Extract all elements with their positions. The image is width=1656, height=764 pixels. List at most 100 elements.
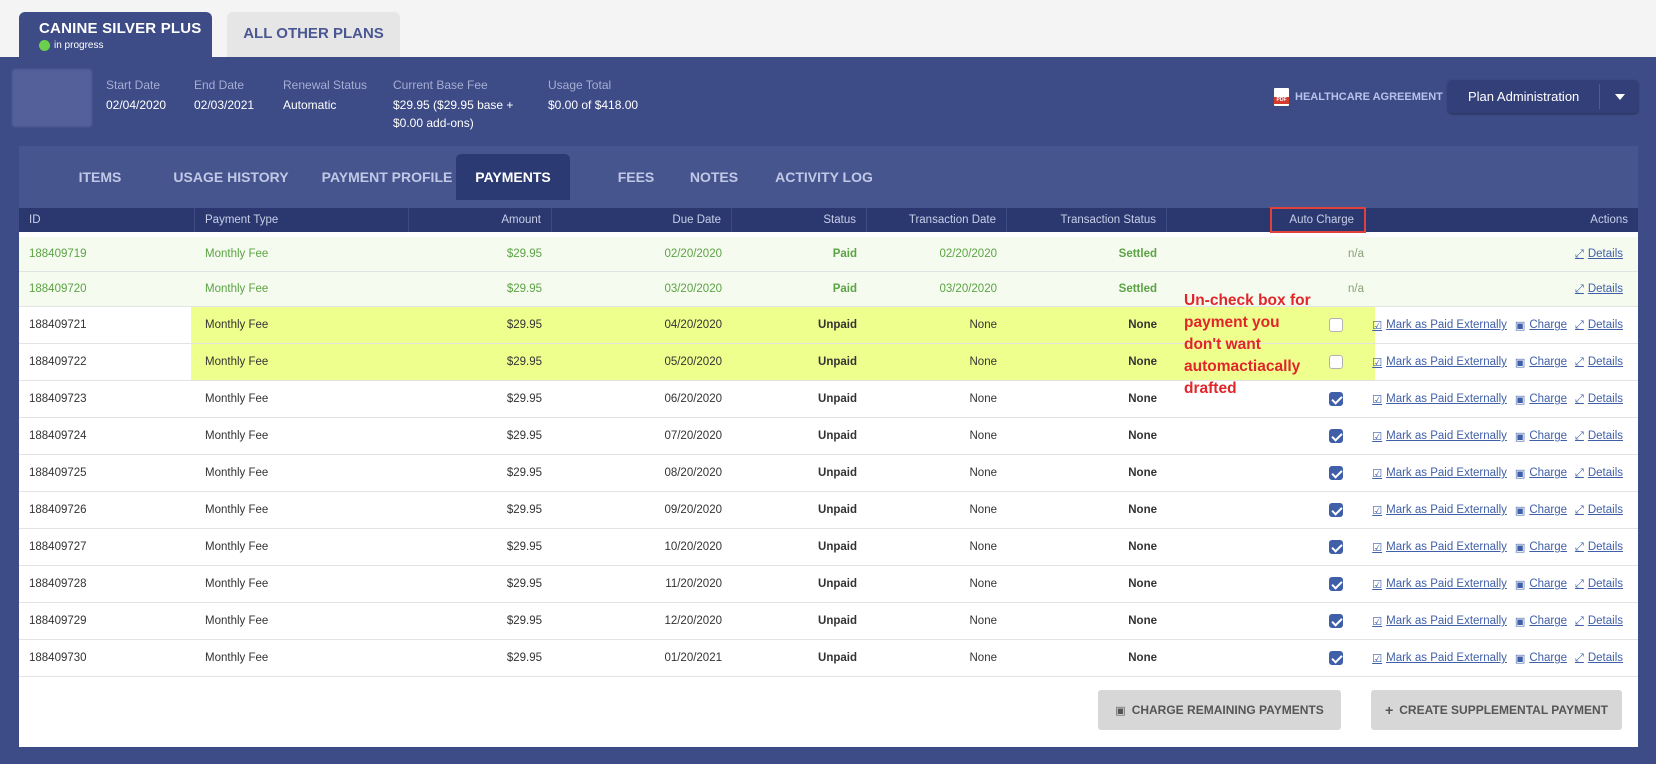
details-link[interactable]: ⤢ Details bbox=[1575, 430, 1623, 443]
payment-type: Monthly Fee bbox=[205, 356, 269, 368]
auto-charge-checkbox[interactable] bbox=[1329, 355, 1343, 369]
tab-usage-history[interactable]: USAGE HISTORY bbox=[173, 169, 289, 185]
end-date-value: 02/03/2021 bbox=[194, 98, 255, 112]
table-row: 188409720 Monthly Fee $29.95 03/20/2020 Paid… bbox=[19, 272, 1638, 307]
mark-paid-externally-link[interactable]: ☑ Mark as Paid Externally bbox=[1372, 541, 1507, 554]
healthcare-agreement-link[interactable]: HEALTHCARE AGREEMENT bbox=[1274, 88, 1443, 106]
charge-link[interactable]: ▣ Charge bbox=[1515, 504, 1567, 517]
details-link[interactable]: ⤢ Details bbox=[1575, 652, 1623, 665]
tab-payments[interactable]: PAYMENTS bbox=[456, 154, 570, 200]
details-link[interactable]: ⤢ Details bbox=[1575, 356, 1623, 369]
auto-charge-checkbox[interactable] bbox=[1329, 392, 1343, 406]
details-link[interactable]: ⤢ Details bbox=[1575, 467, 1623, 480]
charge-link[interactable]: ▣ Charge bbox=[1515, 541, 1567, 554]
col-amount[interactable]: Amount bbox=[409, 208, 552, 232]
expand-icon: ⤢ bbox=[1575, 540, 1584, 553]
tab-canine-silver-plus[interactable]: CANINE SILVER PLUS in progress bbox=[19, 12, 212, 57]
col-status[interactable]: Status bbox=[732, 208, 867, 232]
col-payment-type[interactable]: Payment Type bbox=[195, 208, 409, 232]
auto-charge-checkbox[interactable] bbox=[1329, 651, 1343, 665]
charge-link[interactable]: ▣ Charge bbox=[1515, 615, 1567, 628]
mark-paid-externally-link[interactable]: ☑ Mark as Paid Externally bbox=[1372, 652, 1507, 665]
charge-label: Charge bbox=[1529, 615, 1568, 627]
expand-icon: ⤢ bbox=[1575, 651, 1584, 664]
auto-charge-checkbox[interactable] bbox=[1329, 540, 1343, 554]
charge-label: Charge bbox=[1529, 578, 1568, 590]
charge-link[interactable]: ▣ Charge bbox=[1515, 652, 1567, 665]
money-icon: ▣ bbox=[1514, 393, 1526, 406]
tab-items[interactable]: ITEMS bbox=[78, 169, 122, 185]
create-supplemental-payment-button[interactable]: + CREATE SUPPLEMENTAL PAYMENT bbox=[1371, 690, 1622, 730]
row-highlight bbox=[191, 344, 1375, 380]
charge-link[interactable]: ▣ Charge bbox=[1515, 430, 1567, 443]
auto-charge-checkbox[interactable] bbox=[1329, 577, 1343, 591]
tab-payment-profile[interactable]: PAYMENT PROFILE bbox=[321, 169, 453, 185]
payment-amount: $29.95 bbox=[506, 248, 542, 260]
auto-charge-cell bbox=[1329, 418, 1343, 454]
money-icon: ▣ bbox=[1514, 541, 1526, 554]
col-due-date[interactable]: Due Date bbox=[552, 208, 732, 232]
col-transaction-status[interactable]: Transaction Status bbox=[1007, 208, 1167, 232]
check-square-icon: ☑ bbox=[1372, 615, 1383, 628]
payment-amount: $29.95 bbox=[506, 541, 542, 553]
expand-icon: ⤢ bbox=[1575, 392, 1584, 405]
details-link[interactable]: ⤢ Details bbox=[1575, 319, 1623, 332]
details-link[interactable]: ⤢ Details bbox=[1575, 504, 1623, 517]
auto-charge-checkbox[interactable] bbox=[1329, 466, 1343, 480]
annotation-line: drafted bbox=[1184, 380, 1237, 397]
chevron-down-icon[interactable] bbox=[1615, 94, 1625, 100]
charge-link[interactable]: ▣ Charge bbox=[1515, 393, 1567, 406]
details-label: Details bbox=[1587, 393, 1623, 405]
tab-all-other-plans[interactable]: ALL OTHER PLANS bbox=[227, 12, 400, 57]
col-id[interactable]: ID bbox=[19, 208, 195, 232]
charge-label: Charge bbox=[1529, 356, 1568, 368]
charge-remaining-payments-button[interactable]: ▣ CHARGE REMAINING PAYMENTS bbox=[1098, 690, 1341, 730]
details-link[interactable]: ⤢ Details bbox=[1575, 541, 1623, 554]
auto-charge-checkbox[interactable] bbox=[1329, 503, 1343, 517]
payment-amount: $29.95 bbox=[506, 615, 542, 627]
details-link[interactable]: ⤢ Details bbox=[1575, 248, 1623, 261]
details-link[interactable]: ⤢ Details bbox=[1575, 393, 1623, 406]
mark-paid-externally-link[interactable]: ☑ Mark as Paid Externally bbox=[1372, 504, 1507, 517]
table-row: 188409719 Monthly Fee $29.95 02/20/2020 Paid… bbox=[19, 237, 1638, 272]
tab-notes[interactable]: NOTES bbox=[689, 169, 739, 185]
transaction-status: None bbox=[1128, 467, 1157, 479]
check-square-icon: ☑ bbox=[1372, 393, 1383, 406]
plan-administration-button[interactable]: Plan Administration bbox=[1448, 80, 1638, 113]
transaction-date: None bbox=[969, 430, 998, 442]
transaction-date: None bbox=[969, 652, 998, 664]
tab-fees[interactable]: FEES bbox=[617, 169, 655, 185]
charge-link[interactable]: ▣ Charge bbox=[1515, 319, 1567, 332]
money-icon: ▣ bbox=[1514, 615, 1526, 628]
charge-label: Charge bbox=[1529, 467, 1568, 479]
details-label: Details bbox=[1587, 356, 1623, 368]
details-label: Details bbox=[1587, 283, 1623, 295]
row-actions: ☑ Mark as Paid Externally ▣ Charge ⤢ Details bbox=[1364, 492, 1623, 528]
mark-paid-externally-link[interactable]: ☑ Mark as Paid Externally bbox=[1372, 467, 1507, 480]
mark-paid-externally-link[interactable]: ☑ Mark as Paid Externally bbox=[1372, 578, 1507, 591]
details-link[interactable]: ⤢ Details bbox=[1575, 615, 1623, 628]
details-link[interactable]: ⤢ Details bbox=[1575, 283, 1623, 296]
annotation-line: Un-check box for bbox=[1184, 292, 1311, 309]
auto-charge-checkbox[interactable] bbox=[1329, 429, 1343, 443]
transaction-date: 03/20/2020 bbox=[939, 283, 997, 295]
charge-link[interactable]: ▣ Charge bbox=[1515, 356, 1567, 369]
charge-link[interactable]: ▣ Charge bbox=[1515, 467, 1567, 480]
details-link[interactable]: ⤢ Details bbox=[1575, 578, 1623, 591]
transaction-status: None bbox=[1128, 430, 1157, 442]
mark-paid-externally-link[interactable]: ☑ Mark as Paid Externally bbox=[1372, 430, 1507, 443]
mark-paid-externally-link[interactable]: ☑ Mark as Paid Externally bbox=[1372, 319, 1507, 332]
charge-link[interactable]: ▣ Charge bbox=[1515, 578, 1567, 591]
row-actions: ☑ Mark as Paid Externally ▣ Charge ⤢ Details bbox=[1364, 640, 1623, 676]
mark-paid-externally-link[interactable]: ☑ Mark as Paid Externally bbox=[1372, 615, 1507, 628]
table-row: 188409721 Monthly Fee $29.95 04/20/2020 Unpa… bbox=[19, 307, 1638, 344]
tab-activity-log[interactable]: ACTIVITY LOG bbox=[775, 169, 873, 185]
expand-icon: ⤢ bbox=[1575, 466, 1584, 479]
auto-charge-checkbox[interactable] bbox=[1329, 318, 1343, 332]
mark-paid-externally-link[interactable]: ☑ Mark as Paid Externally bbox=[1372, 356, 1507, 369]
row-actions: ☑ Mark as Paid Externally ▣ Charge ⤢ Details bbox=[1364, 566, 1623, 602]
plus-icon: + bbox=[1385, 702, 1394, 718]
mark-paid-externally-link[interactable]: ☑ Mark as Paid Externally bbox=[1372, 393, 1507, 406]
auto-charge-checkbox[interactable] bbox=[1329, 614, 1343, 628]
col-transaction-date[interactable]: Transaction Date bbox=[867, 208, 1007, 232]
